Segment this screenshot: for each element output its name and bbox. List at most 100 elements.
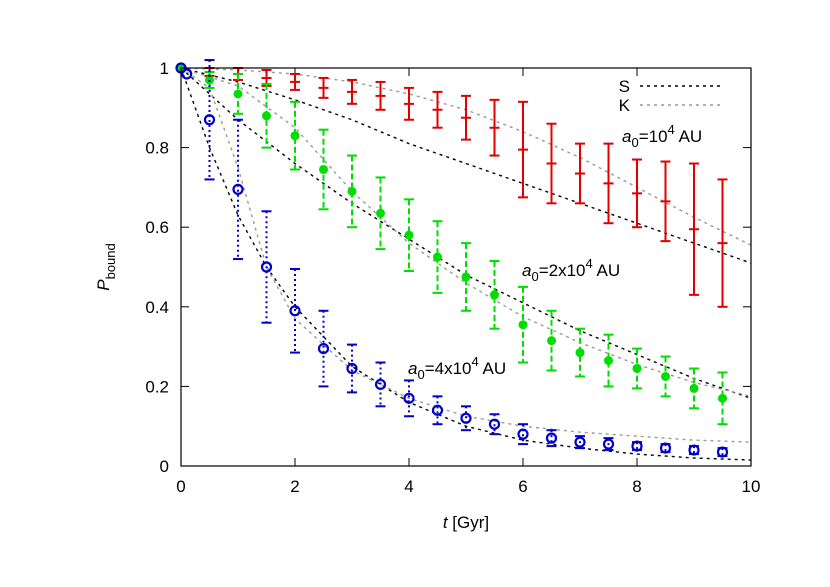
- label-sup: 4: [586, 256, 593, 271]
- data-point: [659, 442, 672, 454]
- data-point: [716, 446, 729, 458]
- data-point: [603, 178, 614, 189]
- data-point: [632, 188, 642, 199]
- data-point: [404, 98, 414, 109]
- model-curve: [180, 67, 752, 264]
- data-point: [318, 82, 329, 93]
- series-label: a0=104 AU: [622, 122, 702, 150]
- x-axis-label: t [Gyr]: [443, 513, 489, 532]
- data-point: [460, 412, 472, 424]
- data-point: [262, 111, 271, 121]
- x-label-var: t: [443, 513, 449, 532]
- series-label: a0=4x104 AU: [408, 354, 506, 382]
- label-var: a: [522, 261, 531, 280]
- data-point: [574, 436, 586, 448]
- y-axis-label: Pbound: [94, 243, 118, 291]
- data-point: [547, 336, 556, 346]
- y-tick-label: 0: [160, 457, 169, 476]
- model-curve: [180, 67, 752, 443]
- data-point: [688, 444, 700, 456]
- data-point: [347, 86, 357, 97]
- legend-label: K: [619, 96, 631, 115]
- label-unit: AU: [479, 359, 506, 378]
- data-point: [346, 362, 358, 375]
- data-point: [517, 428, 529, 440]
- label-var: a: [622, 127, 631, 146]
- data-point: [374, 378, 387, 391]
- data-point: [604, 356, 613, 366]
- y-tick-label: 0.4: [145, 298, 169, 317]
- data-point: [232, 183, 244, 195]
- legend-label: S: [619, 77, 630, 96]
- x-tick-label: 10: [742, 477, 761, 496]
- model-curve: [180, 67, 752, 398]
- x-tick-label: 2: [290, 477, 299, 496]
- label-sub: 0: [631, 135, 638, 150]
- label-eq: =4x10: [425, 359, 472, 378]
- data-point: [575, 168, 585, 179]
- data-point: [545, 432, 558, 444]
- data-point: [432, 104, 443, 115]
- y-label-sub: bound: [103, 243, 118, 279]
- y-label-var: P: [94, 279, 113, 291]
- label-eq: =2x10: [539, 261, 586, 280]
- data-point: [689, 224, 699, 235]
- data-point: [290, 131, 300, 141]
- label-sub: 0: [417, 367, 424, 382]
- data-point: [431, 404, 444, 416]
- label-sup: 4: [472, 354, 479, 369]
- data-point: [347, 186, 357, 196]
- series-label: a0=2x104 AU: [522, 256, 620, 284]
- data-point: [602, 438, 615, 450]
- label-eq: =10: [639, 127, 668, 146]
- data-point: [490, 290, 499, 300]
- plot-frame: [180, 67, 752, 467]
- data-point: [461, 112, 471, 123]
- label-sup: 4: [668, 122, 675, 137]
- label-sub: 0: [531, 269, 538, 284]
- x-tick-label: 6: [518, 477, 527, 496]
- data-point: [433, 252, 442, 262]
- data-point: [319, 164, 328, 174]
- data-point: [575, 348, 585, 358]
- data-point: [403, 392, 415, 404]
- data-point: [489, 122, 500, 133]
- data-point: [632, 363, 642, 373]
- x-tick-label: 4: [404, 477, 413, 496]
- label-unit: AU: [675, 127, 702, 146]
- data-point: [661, 371, 670, 381]
- data-point: [546, 158, 557, 169]
- data-point: [233, 89, 243, 99]
- x-tick-label: 0: [176, 477, 185, 496]
- data-point: [375, 90, 386, 101]
- y-tick-label: 0.6: [145, 218, 169, 237]
- y-tick-label: 1: [160, 59, 169, 78]
- data-point: [290, 76, 300, 87]
- data-point: [203, 114, 216, 126]
- data-point: [376, 208, 385, 218]
- data-point: [689, 383, 699, 393]
- y-tick-label: 0.8: [145, 139, 169, 158]
- data-point: [461, 272, 471, 282]
- data-point: [205, 75, 214, 85]
- data-point: [404, 230, 414, 240]
- model-curve: [180, 67, 752, 400]
- data-point: [317, 342, 330, 355]
- data-point: [260, 261, 273, 273]
- data-point: [488, 418, 501, 430]
- data-point: [660, 196, 671, 207]
- data-point: [718, 393, 727, 403]
- label-unit: AU: [593, 261, 620, 280]
- label-var: a: [408, 359, 417, 378]
- data-point: [518, 144, 528, 155]
- data-point: [261, 72, 272, 83]
- data-point: [181, 68, 193, 80]
- data-point: [518, 320, 528, 330]
- data-point: [289, 305, 301, 317]
- y-tick-label: 0.2: [145, 377, 169, 396]
- x-label-unit: [Gyr]: [448, 513, 490, 532]
- x-tick-label: 8: [632, 477, 641, 496]
- data-point: [631, 440, 643, 452]
- data-point: [717, 238, 728, 249]
